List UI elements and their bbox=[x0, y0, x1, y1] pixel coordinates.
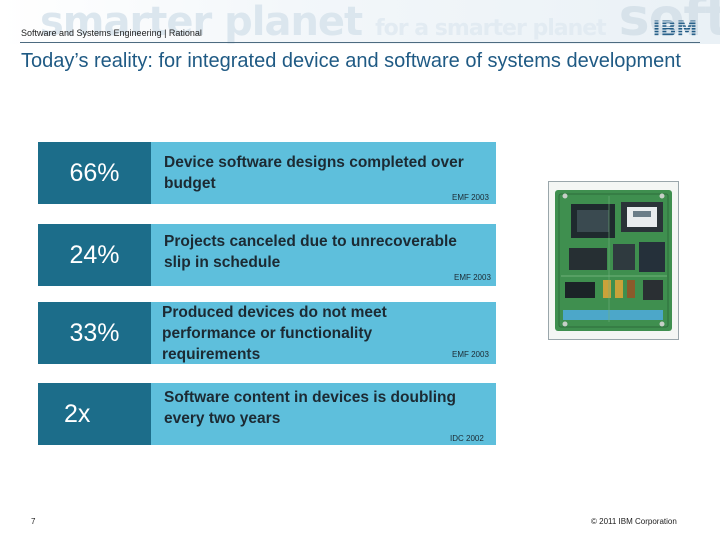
stat-source-3: EMF 2003 bbox=[452, 350, 489, 359]
stat-text-3: Produced devices do not meet performance… bbox=[162, 303, 387, 363]
copyright-text: © 2011 IBM Corporation bbox=[591, 517, 677, 526]
header-banner: smarter planet for a smarter planet soft bbox=[0, 0, 720, 44]
watermark-part-1: smarter planet bbox=[40, 0, 363, 44]
page-title: Today’s reality: for integrated device a… bbox=[21, 50, 681, 72]
header-section-text: Software and Systems Engineering | Ratio… bbox=[21, 28, 202, 38]
page-number: 7 bbox=[31, 517, 36, 526]
ibm-logo-icon: IBM bbox=[653, 17, 698, 39]
stat-text-1: Device software designs completed over b… bbox=[164, 154, 464, 192]
banner-watermark: smarter planet for a smarter planet soft bbox=[40, 0, 720, 44]
stat-value-3: 33% bbox=[38, 302, 151, 364]
circuit-board-icon bbox=[555, 190, 672, 331]
stat-source-1: EMF 2003 bbox=[452, 193, 489, 202]
stat-value-4: 2x bbox=[38, 383, 151, 445]
stat-row-1: 66% Device software designs completed ov… bbox=[38, 142, 496, 204]
stat-value-2: 24% bbox=[38, 224, 151, 286]
stat-source-4: IDC 2002 bbox=[450, 434, 484, 443]
stat-row-2: 24% Projects canceled due to unrecoverab… bbox=[38, 224, 496, 286]
watermark-part-3: soft bbox=[618, 0, 720, 44]
stat-value-1: 66% bbox=[38, 142, 151, 204]
watermark-part-2: for a smarter planet bbox=[375, 16, 607, 41]
stat-row-3: 33% Produced devices do not meet perform… bbox=[38, 302, 496, 364]
ibm-logo-text: IBM bbox=[653, 17, 698, 39]
stat-text-2: Projects canceled due to unrecoverable s… bbox=[164, 233, 457, 271]
stat-row-4: 2x Software content in devices is doubli… bbox=[38, 383, 496, 445]
stat-source-2: EMF 2003 bbox=[454, 273, 491, 282]
header-divider bbox=[20, 42, 700, 43]
circuit-board-photo bbox=[548, 181, 679, 340]
stat-text-4: Software content in devices is doubling … bbox=[164, 389, 456, 427]
